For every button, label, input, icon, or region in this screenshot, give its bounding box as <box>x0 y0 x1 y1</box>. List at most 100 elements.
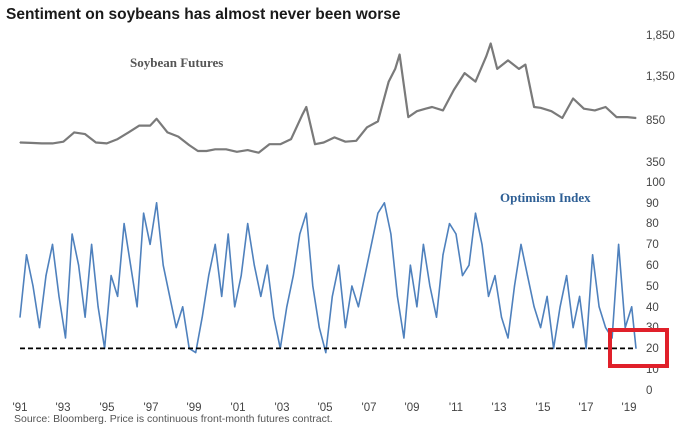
futures-series-line-point <box>225 148 227 150</box>
futures-series-line-point <box>550 110 553 112</box>
futures-series-line-point <box>290 138 292 140</box>
optimism-y-tick-20: 20 <box>646 343 659 355</box>
futures-panel-label: Soybean Futures <box>130 55 223 70</box>
futures-series-line-point <box>127 131 130 133</box>
optimism-series-line-point <box>435 316 438 318</box>
futures-series-line-point <box>236 151 238 153</box>
optimism-series-line-point <box>182 306 184 308</box>
optimism-series-line-point <box>292 275 294 277</box>
x-tick-91: '91 <box>13 402 28 414</box>
futures-series-line-point <box>366 126 368 128</box>
futures-series-line-point <box>474 81 477 83</box>
x-tick-11: '11 <box>449 402 463 414</box>
optimism-series-line-point <box>25 254 28 256</box>
optimism-series-line-point <box>260 295 262 297</box>
optimism-series-line-point <box>383 202 385 204</box>
futures-series-line-point <box>84 133 86 135</box>
optimism-series-line-point <box>45 275 47 277</box>
optimism-series-line-point <box>214 243 216 245</box>
optimism-series-line-point <box>598 306 600 308</box>
x-tick-15: '15 <box>536 402 551 414</box>
x-tick-97: '97 <box>144 402 159 414</box>
futures-y-tick-1350: 1,350 <box>646 71 675 83</box>
futures-series-line-point <box>258 152 260 154</box>
futures-series-line-point <box>41 142 43 144</box>
optimism-series-line-point <box>533 306 535 308</box>
optimism-series-line-point <box>273 316 275 318</box>
optimism-series-line-point <box>84 316 86 318</box>
optimism-series-line-point <box>546 295 548 297</box>
futures-series-line-point <box>540 107 542 109</box>
source-note: Source: Bloomberg. Price is continuous f… <box>14 413 333 425</box>
x-tick-07: '07 <box>362 402 377 414</box>
optimism-series-line-point <box>403 337 405 339</box>
futures-series-line-point <box>594 109 596 111</box>
futures-series-line-point <box>205 150 208 152</box>
optimism-series-line-point <box>344 327 346 329</box>
futures-series-line-point <box>490 42 492 45</box>
futures-series-line-point <box>19 141 21 144</box>
futures-y-tick-850: 850 <box>646 115 665 127</box>
futures-series-line-point <box>425 108 427 110</box>
x-tick-17: '17 <box>579 402 594 414</box>
optimism-y-tick-70: 70 <box>646 239 659 251</box>
futures-series-line-point <box>95 141 97 144</box>
optimism-series-line-point <box>325 352 327 354</box>
futures-series-line-point <box>626 116 628 118</box>
optimism-series-line-point <box>130 264 132 266</box>
futures-series-line-point <box>62 141 64 143</box>
futures-series-line-point <box>301 114 303 116</box>
optimism-series-line-point <box>605 327 607 329</box>
x-tick-99: '99 <box>187 402 202 414</box>
optimism-series-line-point <box>143 212 145 214</box>
optimism-series-line-point <box>422 243 424 245</box>
optimism-series-line-point <box>559 306 561 308</box>
optimism-series-line-point <box>409 264 411 266</box>
futures-series-line-point <box>615 116 618 118</box>
optimism-series-line-point <box>390 233 392 235</box>
optimism-series-line-point <box>32 285 34 287</box>
futures-series-line-point <box>388 81 390 83</box>
optimism-series-line-point <box>487 295 490 297</box>
optimism-series-line-point <box>221 295 223 297</box>
optimism-series-line-point <box>455 233 457 235</box>
futures-series-line-point <box>149 125 151 127</box>
optimism-series-line-point <box>97 306 99 308</box>
optimism-series-line-point <box>481 243 483 245</box>
optimism-series-line-point <box>338 264 340 266</box>
optimism-series-line-point <box>364 275 366 277</box>
optimism-series-line-point <box>156 202 158 204</box>
optimism-series-line <box>19 202 637 354</box>
optimism-series-line-point <box>526 275 529 277</box>
futures-series-line-point <box>416 110 418 112</box>
optimism-series-line-point <box>474 212 477 214</box>
futures-series-line-point <box>524 64 527 66</box>
optimism-series-line-point <box>500 316 503 318</box>
optimism-series-line-point <box>429 285 431 287</box>
highlight-box <box>608 328 669 368</box>
x-tick-95: '95 <box>100 402 115 414</box>
futures-series-line-point <box>355 140 357 142</box>
futures-series-line-point <box>188 144 190 146</box>
optimism-series-line-point <box>51 243 54 245</box>
optimism-series-line-point <box>396 295 398 297</box>
optimism-series-line-point <box>442 254 444 256</box>
futures-series-line-point <box>635 117 637 119</box>
optimism-series-line-point <box>635 347 637 349</box>
futures-series-line-point <box>30 142 32 144</box>
optimism-y-tick-80: 80 <box>646 218 659 230</box>
optimism-series-line-point <box>78 264 80 266</box>
chart-title: Sentiment on soybeans has almost never b… <box>6 6 401 23</box>
optimism-series-line-point <box>585 347 587 349</box>
futures-series-line-point <box>279 143 281 145</box>
x-tick-09: '09 <box>405 402 420 414</box>
futures-series-line-point <box>622 116 624 118</box>
futures-series-line-point <box>533 106 535 108</box>
futures-series-line <box>19 42 637 154</box>
optimism-series-line-point <box>461 275 464 277</box>
optimism-series-line-point <box>38 327 41 329</box>
optimism-y-tick-60: 60 <box>646 260 659 272</box>
optimism-series-line-point <box>305 212 307 214</box>
x-tick-03: '03 <box>275 402 290 414</box>
